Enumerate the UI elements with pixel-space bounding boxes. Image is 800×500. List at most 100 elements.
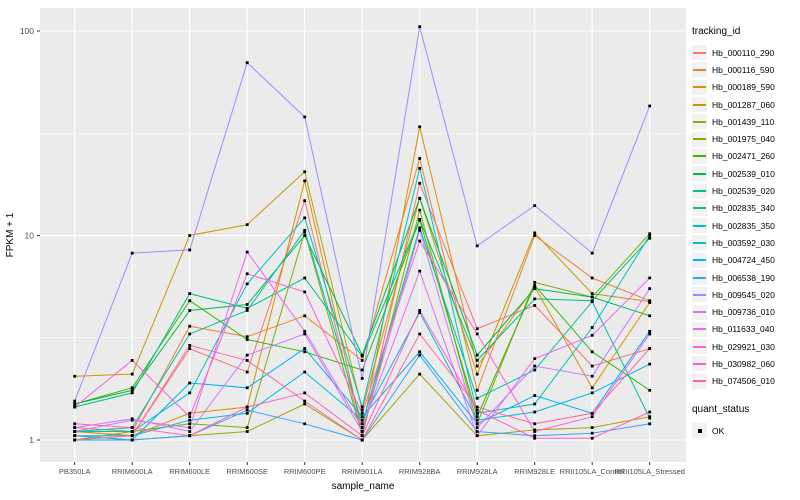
data-point xyxy=(303,199,307,203)
data-point xyxy=(303,402,307,406)
data-point xyxy=(590,292,594,295)
data-point xyxy=(590,391,594,395)
line-swatch-icon xyxy=(693,103,706,106)
legend-label: Hb_002471_260 xyxy=(712,151,775,162)
legend-key xyxy=(692,62,707,78)
y-tick-label: 1 xyxy=(29,435,34,445)
data-point xyxy=(245,338,249,341)
data-point xyxy=(188,332,192,336)
data-point xyxy=(475,405,479,409)
data-point xyxy=(475,364,479,368)
data-point xyxy=(245,370,249,374)
x-tick-label: RRII105LA_Control xyxy=(560,467,625,476)
data-point xyxy=(245,359,249,362)
data-point xyxy=(130,391,134,395)
data-point xyxy=(533,357,537,361)
data-point xyxy=(360,408,364,412)
data-point xyxy=(475,396,479,400)
legend-label: Hb_003592_030 xyxy=(712,237,775,248)
data-point xyxy=(533,428,537,432)
data-point xyxy=(73,399,77,403)
legend-quant-status: quant_status OK xyxy=(692,404,798,439)
y-tick-label: 100 xyxy=(20,26,34,36)
legend-label: Hb_030982_060 xyxy=(712,358,775,369)
legend-label: Hb_000116_590 xyxy=(712,64,775,75)
data-point xyxy=(303,228,307,232)
data-point xyxy=(73,422,77,426)
data-point xyxy=(303,276,307,280)
data-point xyxy=(475,359,479,362)
legend-item: Hb_002471_260 xyxy=(692,148,798,165)
x-tick-label: RRIM928LE xyxy=(514,467,555,476)
data-point xyxy=(648,416,652,420)
legend-key xyxy=(692,166,707,182)
data-point xyxy=(533,234,537,237)
legend-item: Hb_004724_450 xyxy=(692,252,798,269)
data-point xyxy=(648,347,652,350)
data-point xyxy=(533,280,537,284)
y-axis-tick-labels: 1 10 100 xyxy=(20,26,34,445)
line-swatch-icon xyxy=(693,155,706,158)
legend-label: Hb_002835_340 xyxy=(712,203,775,214)
legend-key xyxy=(692,304,707,320)
x-axis-title: sample_name xyxy=(332,481,395,492)
legend-item: Hb_029921_030 xyxy=(692,338,798,355)
legend-label: Hb_074506_010 xyxy=(712,376,775,387)
x-tick-label: RRIM600LA xyxy=(112,467,153,476)
data-point xyxy=(648,332,652,336)
data-point xyxy=(533,434,537,438)
data-point xyxy=(418,332,422,336)
line-swatch-icon xyxy=(693,241,706,244)
legend-item: Hb_009545_020 xyxy=(692,286,798,303)
legend-item: Hb_002835_350 xyxy=(692,217,798,234)
data-point xyxy=(475,426,479,429)
data-point xyxy=(130,251,134,255)
data-point xyxy=(590,326,594,329)
data-point xyxy=(648,388,652,392)
data-point xyxy=(130,417,134,421)
data-point xyxy=(303,422,307,426)
data-point xyxy=(533,430,537,433)
line-swatch-icon xyxy=(693,224,706,227)
data-point xyxy=(188,292,192,295)
legend-title-quant-status: quant_status xyxy=(692,403,750,415)
legend-item: Hb_000189_590 xyxy=(692,79,798,96)
data-point xyxy=(648,236,652,240)
line-swatch-icon xyxy=(693,311,706,314)
data-point xyxy=(73,402,77,406)
data-point xyxy=(188,391,192,395)
data-point xyxy=(73,426,77,429)
legend-label: Hb_002835_350 xyxy=(712,220,775,231)
data-point xyxy=(590,295,594,299)
data-point xyxy=(188,422,192,426)
x-tick-label: RRIM600SE xyxy=(226,467,268,476)
data-point xyxy=(418,239,422,243)
legend-key xyxy=(692,131,707,147)
data-point xyxy=(245,61,249,65)
y-tick-label: 10 xyxy=(25,231,35,241)
data-point xyxy=(475,332,479,336)
data-point xyxy=(245,408,249,412)
data-point xyxy=(130,372,134,376)
legend-key xyxy=(692,148,707,164)
legend-item: Hb_001975_040 xyxy=(692,130,798,147)
data-point xyxy=(475,388,479,392)
line-swatch-icon xyxy=(693,68,706,71)
data-point xyxy=(73,374,77,378)
data-point xyxy=(590,251,594,255)
data-point xyxy=(590,374,594,378)
data-point xyxy=(245,405,249,409)
line-swatch-icon xyxy=(693,120,706,123)
line-swatch-icon xyxy=(693,138,706,141)
legend-key xyxy=(692,200,707,216)
data-point xyxy=(360,430,364,433)
data-point xyxy=(418,269,422,273)
data-point xyxy=(303,314,307,318)
data-point xyxy=(303,179,307,183)
data-point xyxy=(648,232,652,236)
data-point xyxy=(648,276,652,280)
data-point xyxy=(418,309,422,312)
data-point xyxy=(188,426,192,429)
legend-label: Hb_009736_010 xyxy=(712,307,775,318)
data-point xyxy=(475,408,479,412)
